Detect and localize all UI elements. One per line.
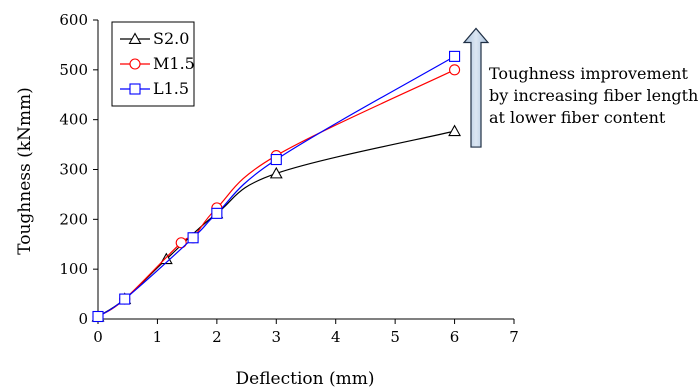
x-tick-label: 1 bbox=[153, 328, 163, 346]
legend: S2.0 M1.5 L1.5 bbox=[111, 21, 195, 107]
data-point-square bbox=[211, 207, 223, 219]
series-L1.5 bbox=[92, 50, 461, 323]
y-tick-label: 100 bbox=[59, 260, 88, 278]
x-axis-title: Deflection (mm) bbox=[236, 369, 375, 389]
data-point-triangle bbox=[128, 32, 142, 44]
data-point-square bbox=[187, 232, 199, 244]
x-tick-label: 4 bbox=[331, 328, 341, 346]
data-point-circle bbox=[449, 64, 461, 76]
x-tick-label: 0 bbox=[93, 328, 103, 346]
x-tick-label: 7 bbox=[509, 328, 519, 346]
data-point-square bbox=[270, 153, 282, 166]
legend-label: M1.5 bbox=[153, 54, 195, 73]
improvement-arrow-icon bbox=[462, 27, 490, 148]
y-tick-label: 200 bbox=[59, 210, 88, 228]
series-layer bbox=[91, 50, 462, 323]
data-point-square bbox=[92, 310, 104, 323]
x-tick-label: 3 bbox=[272, 328, 282, 346]
x-tick-label: 2 bbox=[212, 328, 222, 346]
annotation-text: by increasing fiber length bbox=[489, 86, 698, 105]
data-point-square bbox=[119, 293, 131, 305]
legend-item-S2.0: S2.0 bbox=[120, 29, 189, 48]
y-tick-label: 0 bbox=[78, 310, 88, 328]
legend-item-M1.5: M1.5 bbox=[120, 54, 195, 73]
annotation-text: Toughness improvement bbox=[489, 64, 688, 83]
y-tick-label: 600 bbox=[59, 11, 88, 29]
data-point-triangle bbox=[269, 166, 283, 179]
axes: 0 1 2 3 4 5 6 7 0 100 200 300 400 500 600 bbox=[59, 11, 518, 346]
legend-item-L1.5: L1.5 bbox=[120, 79, 189, 98]
data-point-square bbox=[449, 50, 461, 62]
x-tick-label: 6 bbox=[450, 328, 460, 346]
data-point-triangle bbox=[448, 124, 462, 137]
annotation: Toughness improvement by increasing fiber… bbox=[462, 27, 698, 148]
data-point-circle bbox=[175, 237, 187, 249]
data-point-triangle bbox=[159, 252, 173, 265]
y-tick-label: 500 bbox=[59, 61, 88, 79]
legend-label: L1.5 bbox=[153, 79, 189, 98]
x-tick-label: 5 bbox=[390, 328, 400, 346]
data-point-square bbox=[129, 83, 141, 95]
y-axis-title: Toughness (kNmm) bbox=[15, 87, 35, 255]
annotation-text: at lower fiber content bbox=[489, 108, 666, 127]
data-point-circle bbox=[129, 58, 141, 70]
legend-label: S2.0 bbox=[153, 29, 189, 48]
y-tick-label: 400 bbox=[59, 111, 88, 129]
y-tick-label: 300 bbox=[59, 161, 88, 179]
series-line bbox=[97, 69, 455, 318]
